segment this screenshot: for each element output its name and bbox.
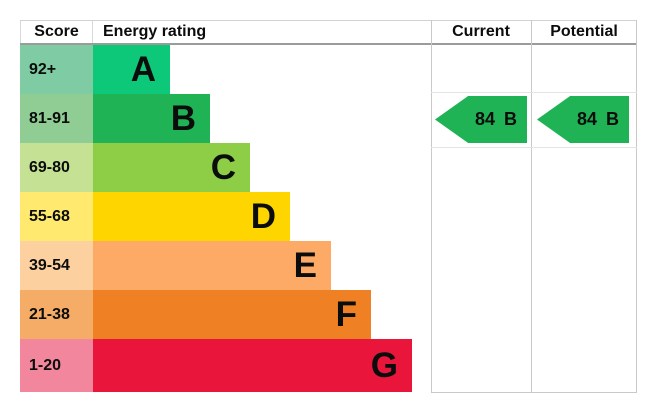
grid-vline-energy-current <box>431 20 432 393</box>
band-row-a: 92+ A <box>20 45 431 94</box>
current-rating-letter: B <box>504 109 518 129</box>
band-row-d: 55-68 D <box>20 192 431 241</box>
rating-bar-c: C <box>93 143 250 192</box>
band-row-f: 21-38 F <box>20 290 431 339</box>
chart-header: Score Energy rating Current Potential <box>20 20 637 45</box>
score-range-e: 39-54 <box>20 241 93 290</box>
score-range-f: 21-38 <box>20 290 93 339</box>
rating-letter-f: F <box>335 295 357 334</box>
rating-letter-a: A <box>130 50 156 89</box>
rating-bar-b: B <box>93 94 210 143</box>
potential-rating-value: 84 <box>576 109 598 129</box>
energy-rating-chart: Score Energy rating Current Potential 92… <box>20 20 637 393</box>
rating-bar-d: D <box>93 192 290 241</box>
rating-bar-g: G <box>93 339 412 392</box>
header-potential: Potential <box>550 23 618 40</box>
band-row-e: 39-54 E <box>20 241 431 290</box>
header-current: Current <box>452 23 510 40</box>
score-range-c: 69-80 <box>20 143 93 192</box>
grid-bottom-border <box>431 392 637 393</box>
rating-bar-a: A <box>93 45 170 94</box>
header-score: Score <box>20 21 93 43</box>
grid-row-line-bottom <box>431 147 637 148</box>
band-row-g: 1-20 G <box>20 339 431 392</box>
rating-letter-c: C <box>210 148 236 187</box>
current-rating-arrow: 84 B <box>435 96 527 143</box>
current-rating-value: 84 <box>474 109 496 129</box>
rating-letter-d: D <box>250 197 276 236</box>
score-range-d: 55-68 <box>20 192 93 241</box>
rating-letter-b: B <box>170 99 196 138</box>
potential-rating-letter: B <box>606 109 620 129</box>
grid-vline-right-edge <box>636 20 637 393</box>
rating-bar-e: E <box>93 241 331 290</box>
rating-letter-g: G <box>370 346 398 385</box>
band-row-b: 81-91 B <box>20 94 431 143</box>
score-range-b: 81-91 <box>20 94 93 143</box>
grid-vline-current-potential <box>531 20 532 393</box>
potential-rating-arrow: 84 B <box>537 96 629 143</box>
score-range-g: 1-20 <box>20 339 93 392</box>
rating-letter-e: E <box>293 246 317 285</box>
header-energy-rating: Energy rating <box>103 23 207 40</box>
rating-bar-f: F <box>93 290 371 339</box>
grid-row-line-top <box>431 92 637 93</box>
score-range-a: 92+ <box>20 45 93 94</box>
rating-bands: 92+ A 81-91 B 69-80 C 55-68 D 39-54 E 21… <box>20 45 431 392</box>
band-row-c: 69-80 C <box>20 143 431 192</box>
